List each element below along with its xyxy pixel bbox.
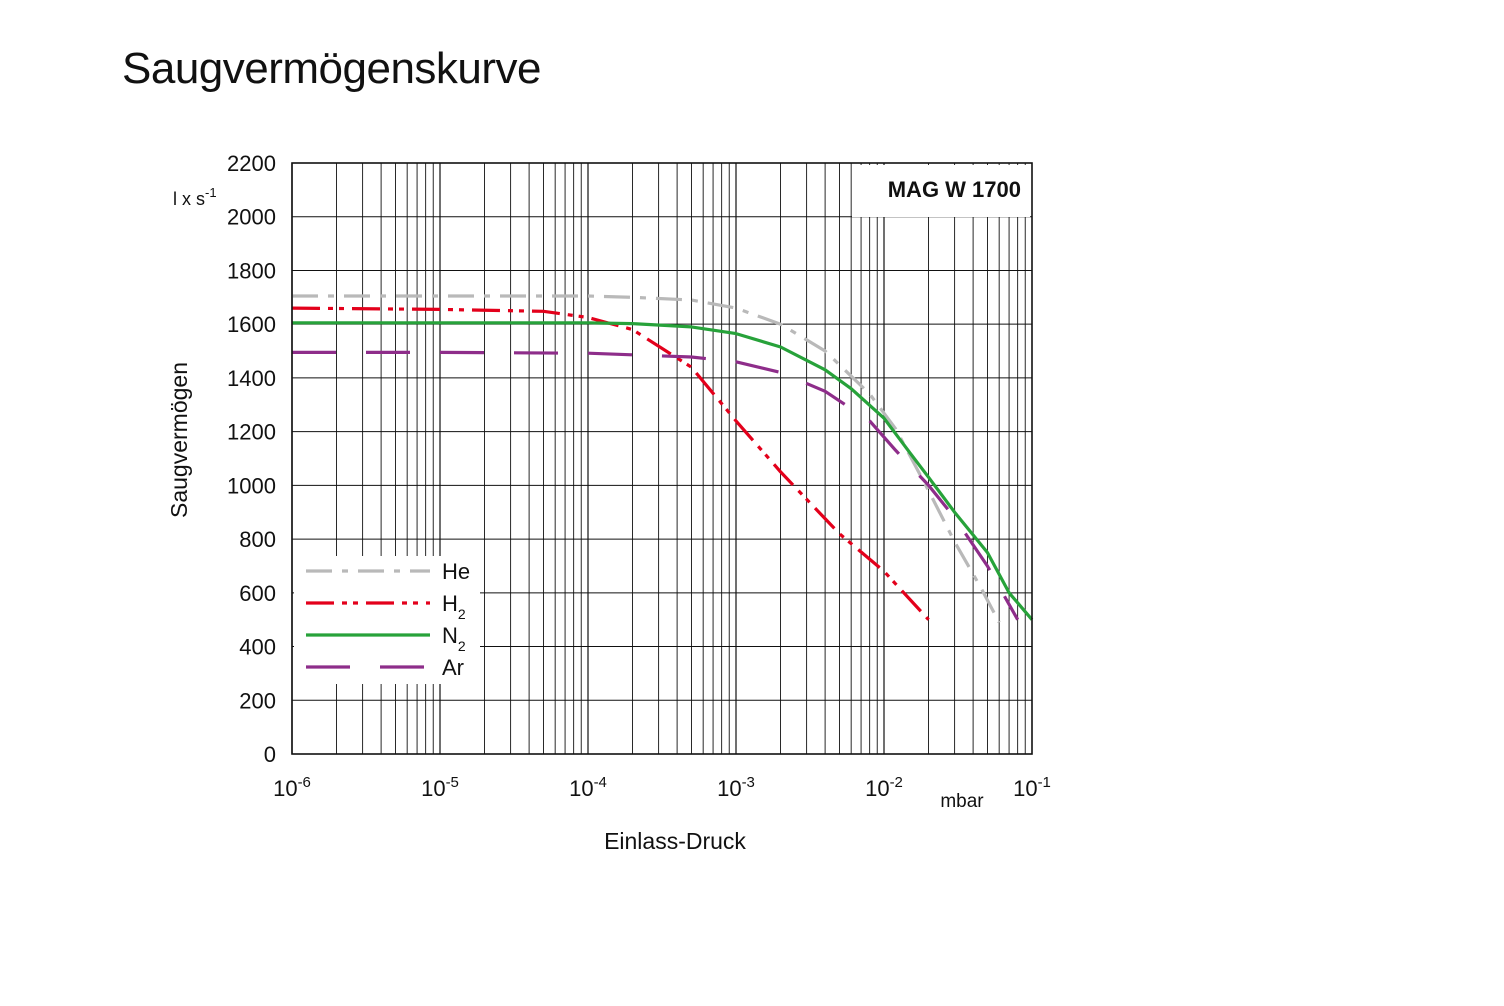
legend-background [294,556,480,684]
y-axis-unit: l x s-1 [173,185,217,209]
x-tick-labels: 10-6 10-5 10-4 10-3 10-2 10-1 [273,774,1051,801]
x-axis-label: Einlass-Druck [604,828,746,854]
y-tick-label: 1000 [227,473,276,498]
y-axis-label: Saugvermögen [166,362,192,518]
x-tick-label: 10-3 [717,774,755,801]
y-tick-labels: 0 200 400 600 800 1000 1200 1400 1600 1800 2000 220… [227,151,276,767]
x-tick-label: 10-2 [865,774,903,801]
y-tick-label: 0 [264,742,276,767]
y-tick-label: 800 [239,527,276,552]
y-tick-label: 1200 [227,420,276,445]
x-tick-label: 10-4 [569,774,607,801]
x-axis-unit: mbar [940,791,984,812]
y-tick-label: 600 [239,581,276,606]
chart-series-layer [291,294,1034,624]
y-tick-label: 200 [239,688,276,713]
y-tick-label: 2200 [227,151,276,176]
series-line-n2 [292,321,1034,621]
legend-label: Ar [442,655,464,680]
y-tick-label: 2000 [227,205,276,230]
series-line-ar [292,350,1020,621]
x-tick-label: 10-6 [273,774,311,801]
x-tick-label: 10-1 [1013,774,1051,801]
model-label-background [852,165,1030,217]
legend-label: He [442,559,470,584]
model-label: MAG W 1700 [888,177,1021,202]
page-title: Saugvermögenskurve [122,44,542,93]
plot-frame [291,162,1033,755]
x-tick-label: 10-5 [421,774,459,801]
legend-label: H2 [442,591,466,622]
y-tick-label: 1800 [227,258,276,283]
y-tick-label: 1600 [227,312,276,337]
y-tick-label: 400 [239,635,276,660]
y-tick-label: 1400 [227,366,276,391]
legend-label: N2 [442,623,466,654]
model-label-box: MAG W 1700 [852,165,1030,217]
series-line-he [292,294,1001,624]
series-line-h2 [291,306,930,621]
